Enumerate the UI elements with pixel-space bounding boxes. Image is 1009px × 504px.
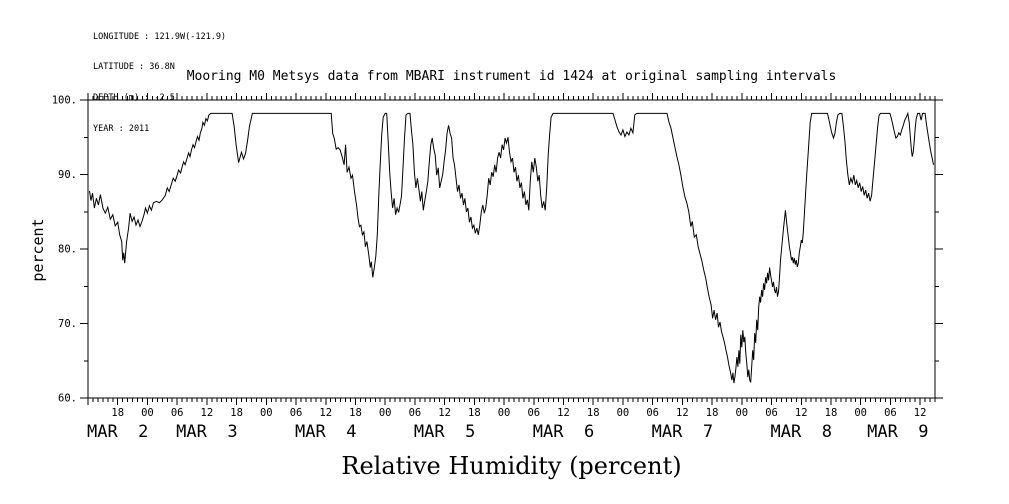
plot-box: [87, 99, 936, 399]
metadata-depth: DEPTH (m) : -2.5: [93, 93, 175, 104]
chart-title: Mooring M0 Metsys data from MBARI instru…: [186, 69, 837, 84]
x-date-label: MAR 9: [867, 422, 928, 442]
x-hour-label: 12: [914, 407, 927, 419]
x-date-label: MAR 2: [87, 422, 148, 442]
y-tick-label: 60.: [58, 393, 77, 405]
metadata-longitude: LONGITUDE : 121.9W(-121.9): [93, 31, 227, 42]
x-hour-label: 00: [617, 407, 630, 419]
x-hour-label: 06: [884, 407, 897, 419]
x-hour-label: 18: [111, 407, 124, 419]
y-tick-label: 90.: [58, 169, 77, 181]
x-hour-label: 18: [587, 407, 600, 419]
x-hour-label: 06: [765, 407, 778, 419]
x-hour-label: 18: [349, 407, 362, 419]
x-hour-label: 06: [409, 407, 422, 419]
x-hour-label: 12: [557, 407, 570, 419]
x-hour-label: 12: [319, 407, 332, 419]
x-date-label: MAR 4: [295, 422, 356, 442]
y-tick-label: 100.: [52, 95, 77, 107]
x-hour-label: 00: [498, 407, 511, 419]
x-hour-label: 06: [290, 407, 303, 419]
data-line-relative-humidity: [89, 111, 934, 384]
x-axis-title: Relative Humidity (percent): [341, 452, 682, 480]
x-date-label: MAR 6: [533, 422, 594, 442]
y-tick-label: 80.: [58, 244, 77, 256]
x-hour-label: 12: [438, 407, 451, 419]
x-date-label: MAR 8: [771, 422, 832, 442]
x-hour-label: 00: [735, 407, 748, 419]
x-hour-label: 00: [260, 407, 273, 419]
metadata-block: LONGITUDE : 121.9W(-121.9) LATITUDE : 36…: [93, 11, 226, 155]
x-hour-label: 18: [706, 407, 719, 419]
x-hour-label: 12: [795, 407, 808, 419]
x-hour-label: 12: [676, 407, 689, 419]
x-hour-label: 18: [468, 407, 481, 419]
x-date-label: MAR 5: [414, 422, 475, 442]
x-hour-label: 06: [171, 407, 184, 419]
x-hour-label: 06: [646, 407, 659, 419]
x-hour-label: 00: [141, 407, 154, 419]
x-hour-label: 00: [379, 407, 392, 419]
metadata-latitude: LATITUDE : 36.8N: [93, 62, 175, 73]
x-hour-label: 12: [201, 407, 214, 419]
x-hour-label: 18: [825, 407, 838, 419]
x-hour-label: 18: [230, 407, 243, 419]
x-date-label: MAR 3: [176, 422, 237, 442]
y-tick-label: 70.: [58, 318, 77, 330]
x-hour-label: 00: [854, 407, 867, 419]
metadata-year: YEAR : 2011: [93, 124, 150, 135]
x-hour-label: 06: [527, 407, 540, 419]
x-date-label: MAR 7: [652, 422, 713, 442]
